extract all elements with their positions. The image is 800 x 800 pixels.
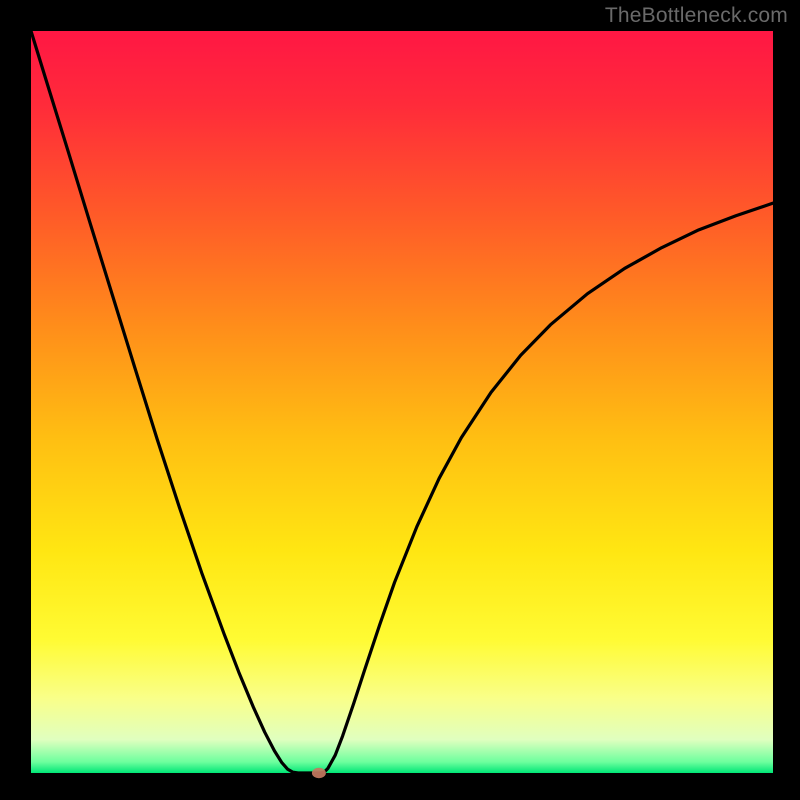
marker-dot [312, 768, 326, 778]
watermark-text: TheBottleneck.com [605, 4, 788, 28]
chart-plot-background [31, 31, 773, 773]
bottleneck-chart [0, 0, 800, 800]
